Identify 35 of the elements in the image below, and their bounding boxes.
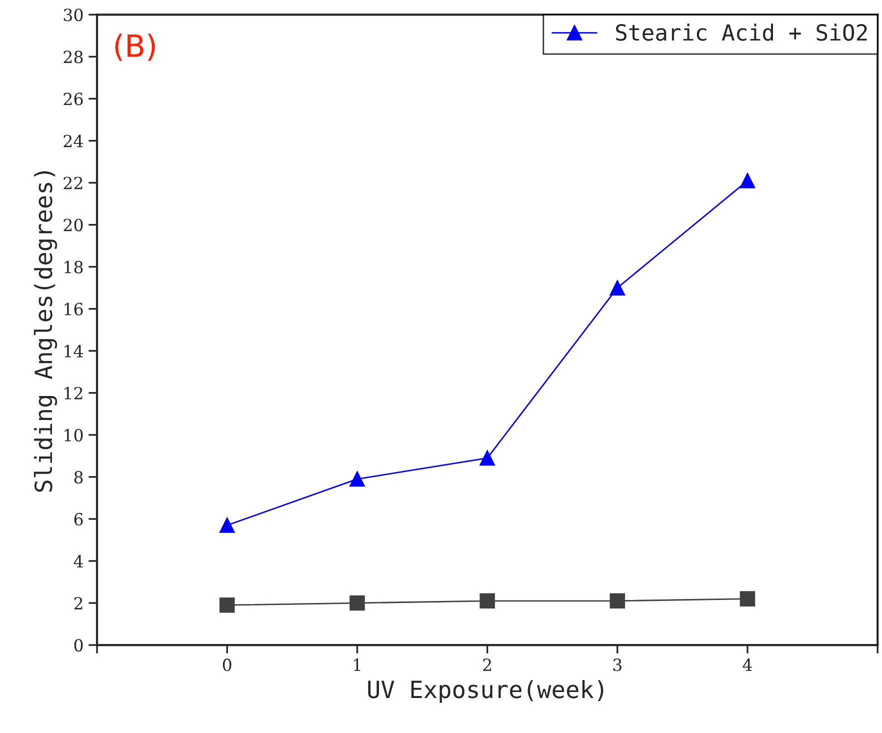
y-tick-label: 16: [64, 302, 83, 316]
y-tick-label: 10: [64, 428, 83, 442]
y-tick-label: 22: [64, 176, 82, 190]
y-tick-label: 30: [64, 8, 83, 22]
y-tick-label: 12: [64, 386, 82, 400]
point: [480, 450, 495, 466]
y-tick-label: 18: [64, 260, 83, 274]
y-tick-label: 6: [74, 512, 83, 526]
point: [610, 593, 626, 609]
x-tick-label: 1: [354, 658, 360, 671]
y-tick-label: 4: [74, 554, 83, 568]
point: [219, 518, 235, 533]
point: [350, 595, 365, 611]
annotation: (B): [115, 34, 155, 61]
x-tick-label: 4: [742, 658, 752, 671]
point: [610, 280, 626, 296]
y-tick-label: 8: [74, 470, 83, 484]
x-tick-label: 2: [483, 658, 491, 671]
y-tick-label: 20: [64, 218, 83, 232]
y-tick-label: 28: [64, 50, 83, 64]
y-tick-label: 14: [64, 344, 83, 358]
point: [219, 597, 235, 613]
y-tick-label: 0: [74, 639, 83, 652]
y-tick-label: 24: [64, 134, 83, 148]
y-tick-label: 2: [74, 596, 82, 610]
x-tick-label: 3: [613, 658, 622, 672]
point: [740, 173, 756, 188]
point: [740, 591, 756, 606]
x-tick-label: 0: [222, 658, 232, 672]
y-axis-title: Sliding Angles(degrees): [34, 171, 58, 492]
point: [350, 471, 365, 487]
point: [480, 593, 495, 609]
legend-label: Stearic Acid + SiO2: [616, 24, 867, 41]
x-axis-title: UV Exposure(week): [368, 680, 604, 703]
y-tick-label: 26: [64, 92, 83, 106]
